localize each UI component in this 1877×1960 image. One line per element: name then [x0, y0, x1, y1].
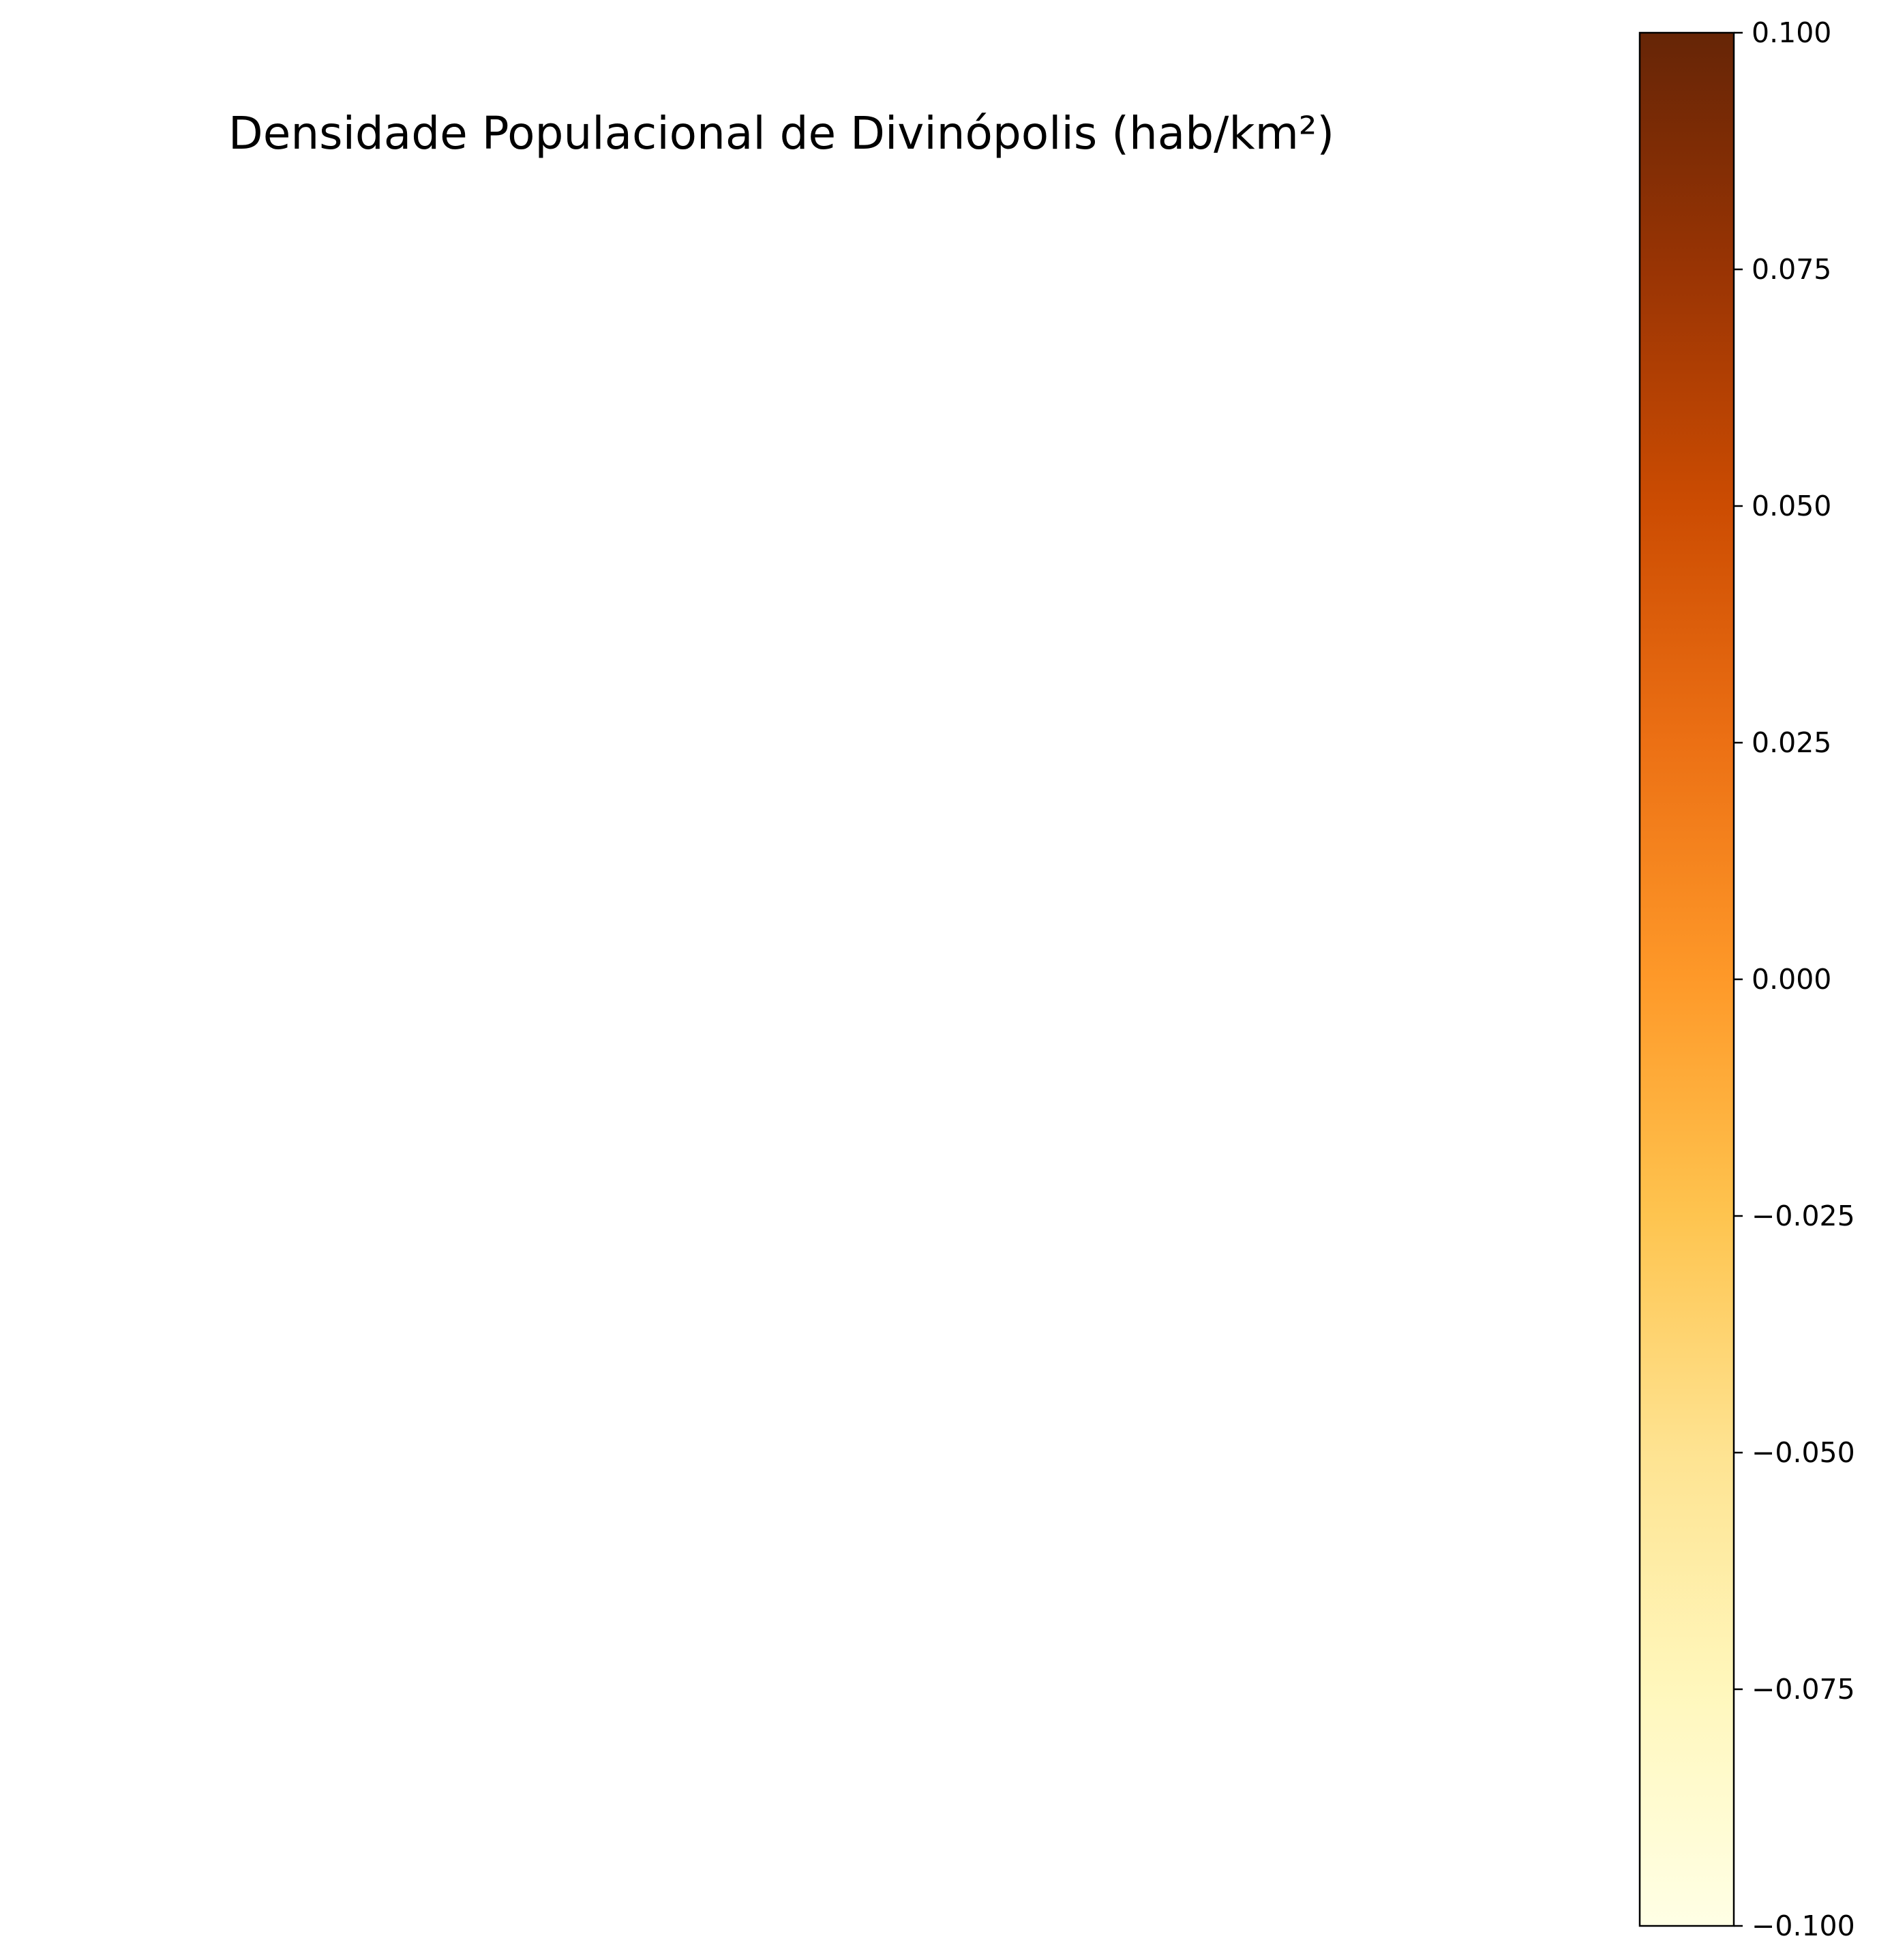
colorbar-tick-label: −0.100	[1752, 1910, 1855, 1942]
colorbar-tick-label: 0.025	[1752, 726, 1831, 759]
colorbar-tick-label: 0.100	[1752, 16, 1831, 49]
colorbar-tick-label: 0.000	[1752, 963, 1831, 996]
colorbar-ticks: 0.100 0.075 0.050 0.025 0.000 −0.025 −0.050 −0.…	[1734, 16, 1855, 1942]
map-title: Densidade Populacional de Divinópolis (h…	[228, 107, 1334, 160]
colorbar-tick-label: −0.025	[1752, 1200, 1855, 1232]
colorbar-tick-label: −0.050	[1752, 1436, 1855, 1469]
colorbar-tick-label: 0.050	[1752, 490, 1831, 522]
colorbar: 0.100 0.075 0.050 0.025 0.000 −0.025 −0.050 −0.…	[1638, 16, 1855, 1942]
colorbar-fill	[1640, 33, 1734, 1926]
colorbar-tick-label: 0.075	[1752, 253, 1831, 286]
colorbar-tick-label: −0.075	[1752, 1673, 1855, 1706]
